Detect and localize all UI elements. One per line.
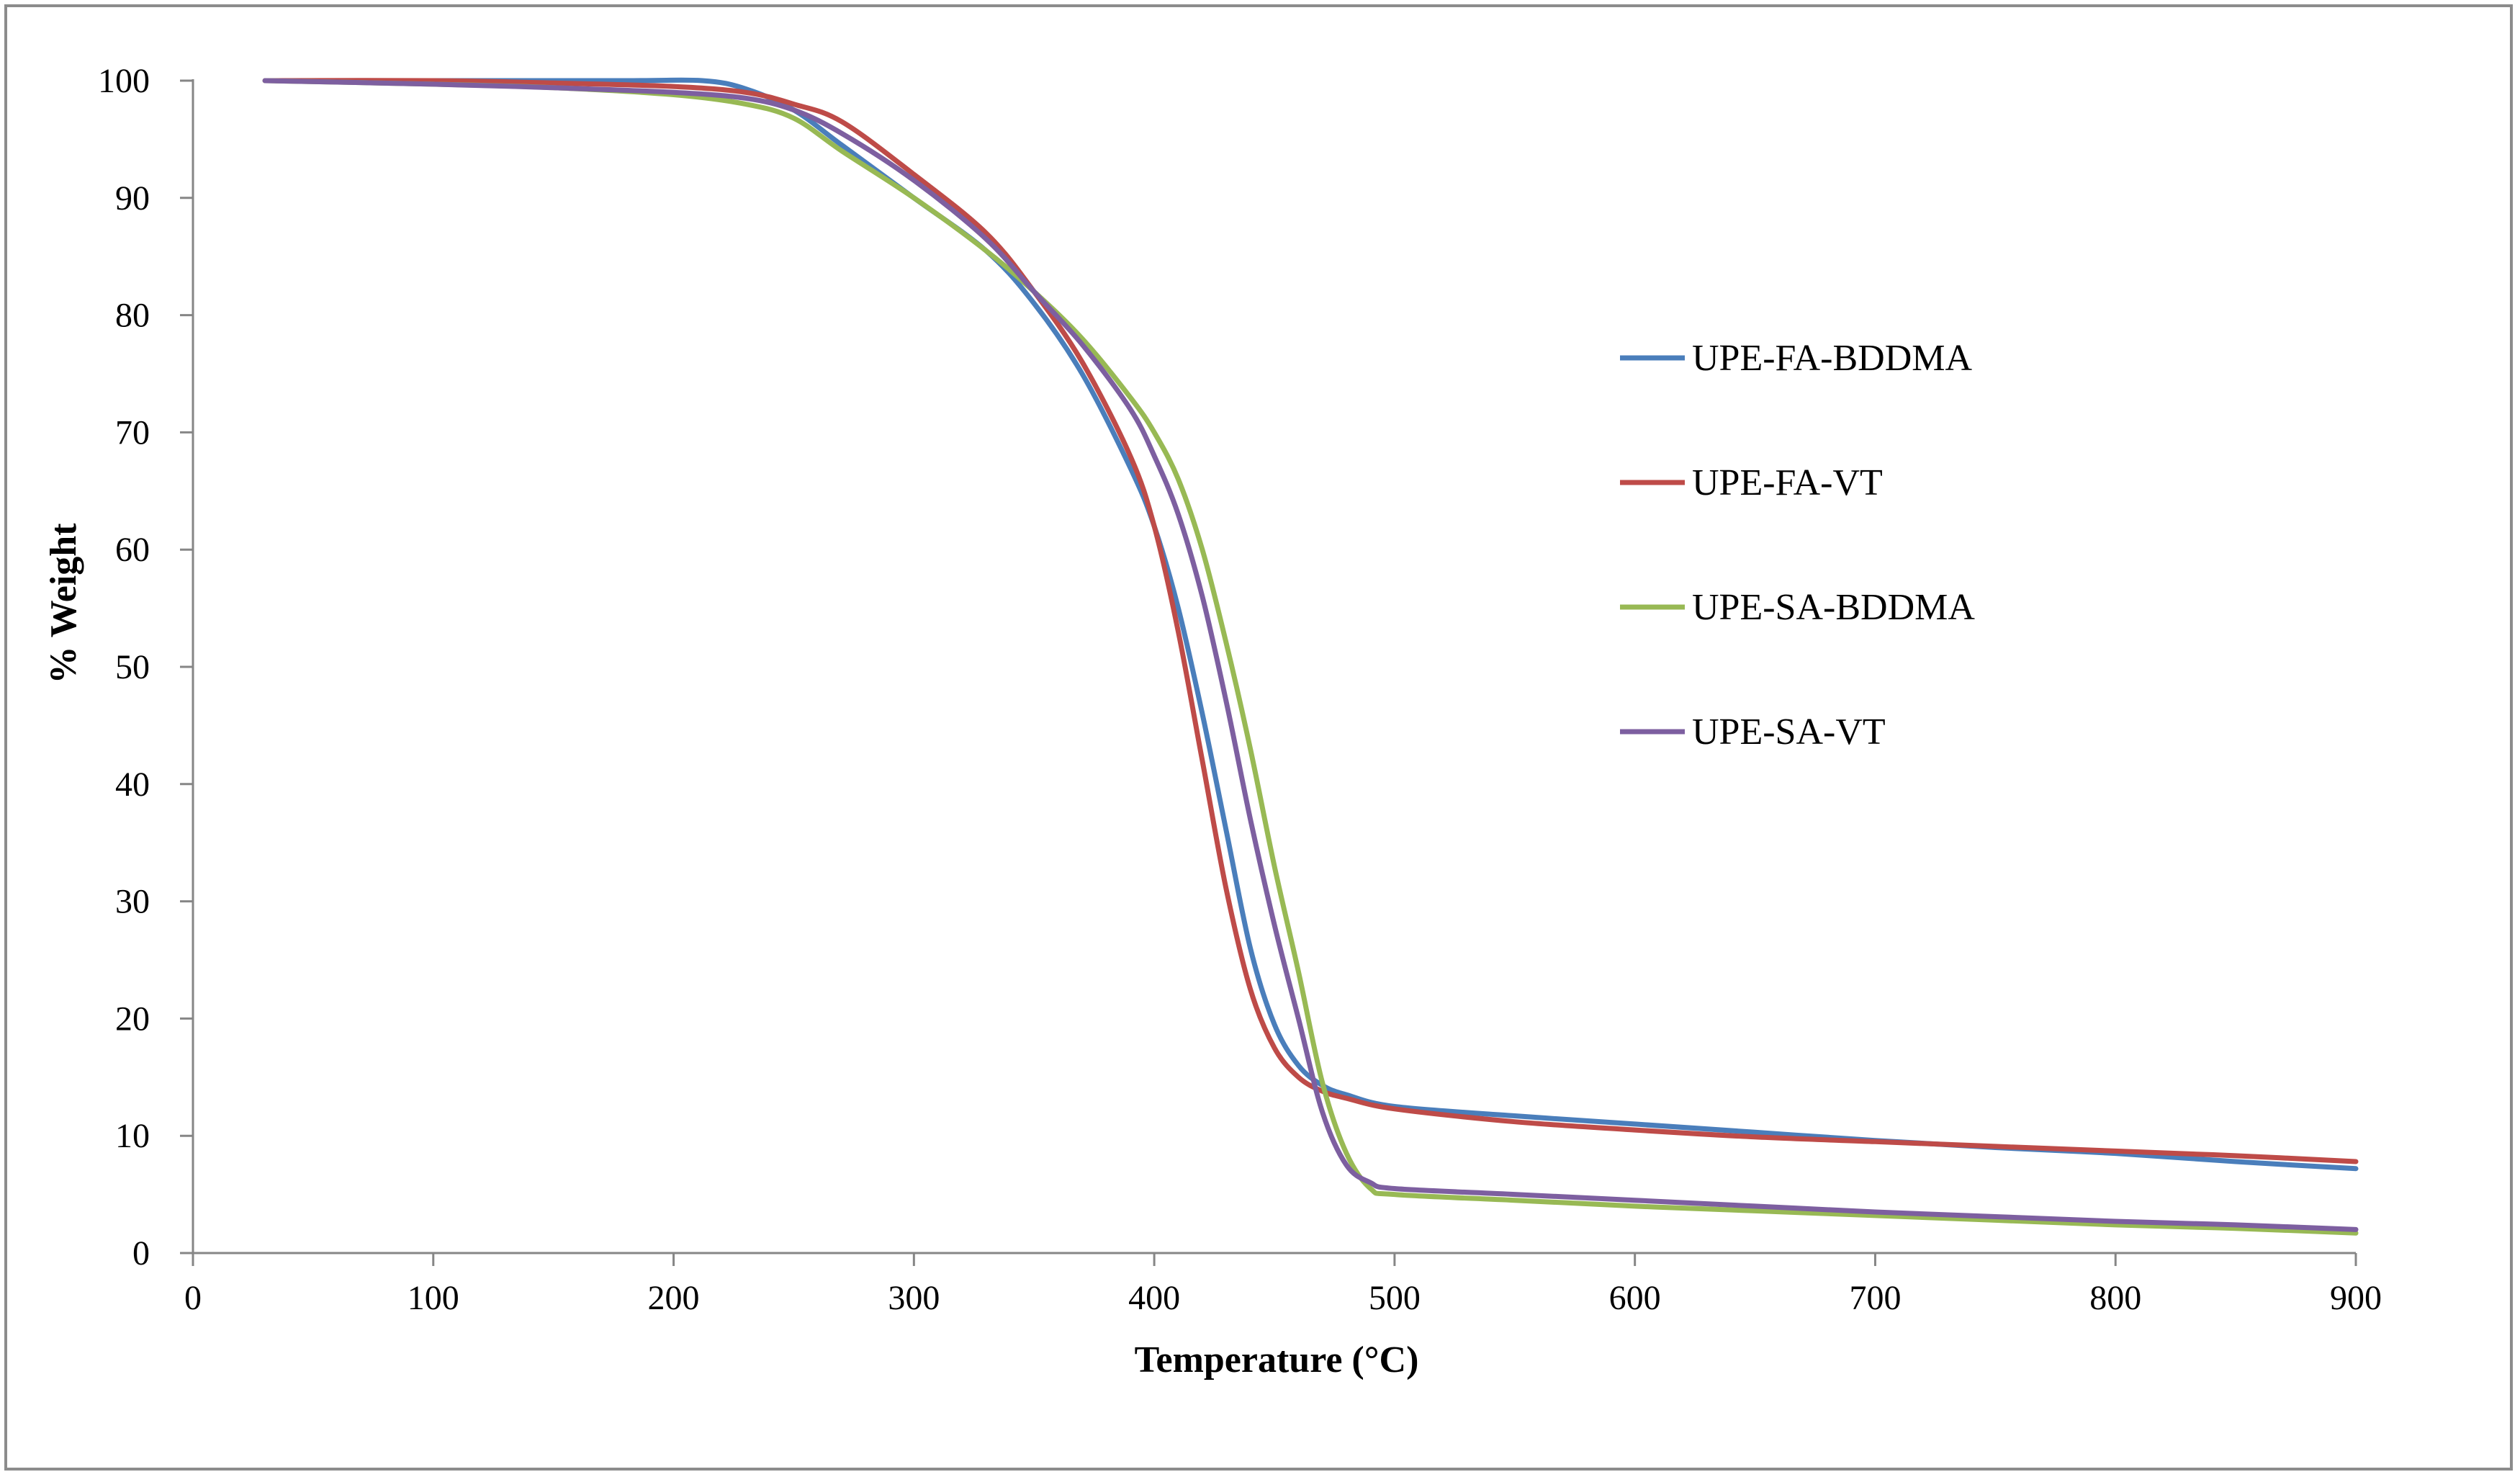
- x-tick-label: 200: [648, 1279, 700, 1317]
- x-tick-label: 100: [408, 1279, 459, 1317]
- y-tick-label: 50: [115, 648, 150, 686]
- x-tick-label: 0: [184, 1279, 202, 1317]
- series-line-upe-sa-vt: [262, 78, 2359, 1232]
- y-tick-label: 20: [115, 1000, 150, 1038]
- y-axis-title: % Weight: [43, 523, 84, 684]
- y-tick-label: 0: [132, 1234, 150, 1272]
- axes: 0 10 20 30 40 50 60 70 80 90 100 0 100 200 300 400 500 60…: [98, 62, 2382, 1317]
- series-layer: [262, 77, 2359, 1236]
- x-tick-label: 600: [1609, 1279, 1661, 1317]
- y-tick-label: 90: [115, 179, 150, 217]
- x-tick-label: 900: [2330, 1279, 2382, 1317]
- y-tick-label: 30: [115, 883, 150, 921]
- x-axis-title: Temperature (°C): [1135, 1339, 1419, 1381]
- legend: UPE-FA-BDDMA UPE-FA-VT UPE-SA-BDDMA UPE-SA-…: [1620, 338, 1975, 753]
- y-tick-label: 80: [115, 297, 150, 335]
- y-tick-label: 40: [115, 766, 150, 804]
- legend-label-upe-sa-vt: UPE-SA-VT: [1692, 711, 1886, 753]
- x-tick-label: 300: [888, 1279, 940, 1317]
- series-line-upe-fa-vt: [262, 78, 2359, 1164]
- y-tick-label: 60: [115, 531, 150, 569]
- x-tick-label: 800: [2089, 1279, 2141, 1317]
- series-line-upe-sa-bddma: [262, 78, 2359, 1236]
- legend-label-upe-fa-bddma: UPE-FA-BDDMA: [1692, 338, 1973, 379]
- x-tick-label: 700: [1849, 1279, 1901, 1317]
- y-tick-label: 70: [115, 413, 150, 452]
- legend-label-upe-sa-bddma: UPE-SA-BDDMA: [1692, 587, 1975, 628]
- legend-label-upe-fa-vt: UPE-FA-VT: [1692, 462, 1883, 503]
- series-line-upe-fa-bddma: [262, 77, 2359, 1172]
- y-tick-label: 10: [115, 1117, 150, 1155]
- y-tick-label: 100: [98, 62, 150, 100]
- x-tick-label: 500: [1369, 1279, 1421, 1317]
- x-tick-label: 400: [1128, 1279, 1180, 1317]
